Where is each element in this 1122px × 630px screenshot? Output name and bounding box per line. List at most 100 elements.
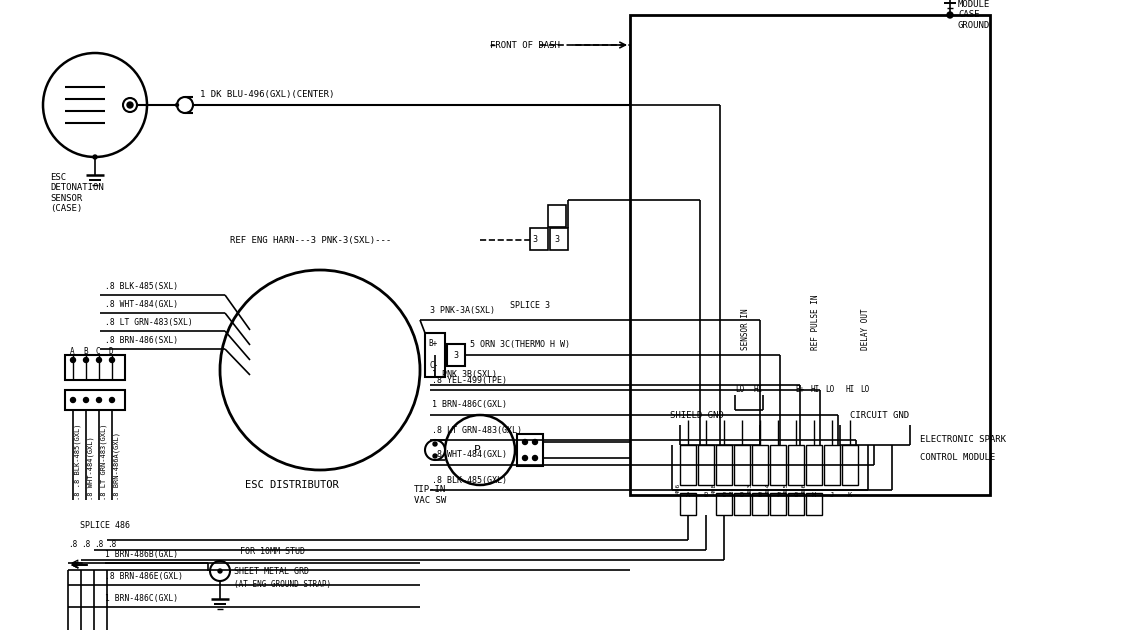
- Circle shape: [533, 440, 537, 445]
- Bar: [734, 493, 749, 515]
- Text: .8 WHT-484(GXL): .8 WHT-484(GXL): [432, 450, 507, 459]
- Bar: [752, 493, 767, 515]
- Text: 5 ORN 3C(THERMO H W): 5 ORN 3C(THERMO H W): [470, 340, 570, 350]
- Circle shape: [110, 398, 114, 403]
- Text: ESC DISTRIBUTOR: ESC DISTRIBUTOR: [245, 480, 339, 490]
- Text: LO: LO: [826, 386, 835, 394]
- Circle shape: [110, 357, 114, 362]
- Text: .8 BRN-486(SXL): .8 BRN-486(SXL): [105, 336, 178, 345]
- Bar: [65, 390, 125, 410]
- Bar: [842, 445, 858, 485]
- Text: .8 WHT-484(GXL): .8 WHT-484(GXL): [105, 301, 178, 309]
- Text: 3: 3: [453, 350, 458, 360]
- Text: 1 PNK 3B(SXL): 1 PNK 3B(SXL): [432, 370, 497, 379]
- Bar: [788, 493, 804, 515]
- Circle shape: [43, 53, 147, 157]
- Text: REF ENG HARN---3 PNK-3(SXL)---: REF ENG HARN---3 PNK-3(SXL)---: [230, 236, 392, 244]
- Bar: [680, 493, 696, 515]
- Bar: [788, 445, 804, 485]
- Text: C-: C-: [430, 362, 439, 370]
- Text: HI: HI: [810, 386, 820, 394]
- Text: SENSOR IN: SENSOR IN: [741, 308, 749, 350]
- Text: 1 DK BLU-496(GXL)(CENTER): 1 DK BLU-496(GXL)(CENTER): [200, 91, 334, 100]
- Bar: [425, 333, 445, 377]
- Text: ESC
DETONATION
SENSOR
(CASE): ESC DETONATION SENSOR (CASE): [50, 173, 103, 213]
- Text: .8 YEL-499(TPE): .8 YEL-499(TPE): [432, 375, 507, 384]
- Text: .8: .8: [107, 540, 117, 549]
- Text: .8: .8: [81, 540, 90, 549]
- Bar: [752, 445, 767, 485]
- Text: SHEET METAL GRD: SHEET METAL GRD: [234, 566, 309, 575]
- Text: .8: .8: [68, 540, 77, 549]
- Circle shape: [523, 440, 527, 445]
- Text: H: H: [812, 492, 816, 498]
- Text: .8 LT GRN-483(GXL): .8 LT GRN-483(GXL): [432, 425, 522, 435]
- Text: SHIELD GND: SHIELD GND: [670, 411, 724, 420]
- Bar: [770, 493, 787, 515]
- Bar: [680, 445, 696, 485]
- Bar: [517, 434, 543, 466]
- Circle shape: [433, 454, 436, 458]
- Text: K: K: [848, 492, 852, 498]
- Text: J: J: [830, 492, 834, 498]
- Text: 3 PNK-3A(SXL): 3 PNK-3A(SXL): [430, 306, 495, 314]
- Text: SPLICE 3: SPLICE 3: [511, 301, 550, 309]
- Text: (AT ENG GROUND STRAP): (AT ENG GROUND STRAP): [234, 580, 331, 590]
- Text: .8 LT GRN-483(SXL): .8 LT GRN-483(SXL): [105, 319, 193, 328]
- Text: B: B: [703, 492, 708, 498]
- Text: B+: B+: [795, 386, 804, 394]
- Text: B+: B+: [427, 340, 438, 348]
- Text: 498: 498: [712, 483, 717, 494]
- Text: E: E: [757, 492, 762, 498]
- Circle shape: [425, 440, 445, 460]
- Bar: [806, 493, 822, 515]
- Circle shape: [96, 398, 101, 403]
- Circle shape: [445, 415, 515, 485]
- Text: FOR 10MM STUD: FOR 10MM STUD: [240, 546, 305, 556]
- Text: .8 LT GRN-483(GXL): .8 LT GRN-483(GXL): [101, 423, 108, 500]
- Text: 3: 3: [730, 490, 735, 494]
- Text: FRONT OF DASH: FRONT OF DASH: [490, 40, 560, 50]
- Text: 1 BRN-486C(GXL): 1 BRN-486C(GXL): [105, 593, 178, 602]
- Text: DELAY OUT: DELAY OUT: [861, 308, 870, 350]
- Text: HI: HI: [845, 386, 855, 394]
- Bar: [530, 228, 548, 250]
- Circle shape: [218, 569, 222, 573]
- Text: HI: HI: [753, 386, 763, 394]
- Bar: [716, 493, 732, 515]
- Circle shape: [947, 12, 953, 18]
- Text: .8 BLK-485(GXL): .8 BLK-485(GXL): [432, 476, 507, 484]
- Text: D: D: [109, 346, 113, 355]
- Bar: [447, 344, 465, 366]
- Circle shape: [93, 155, 96, 159]
- Circle shape: [220, 270, 420, 470]
- Circle shape: [127, 102, 134, 108]
- Text: 485: 485: [784, 483, 789, 494]
- Text: .8: .8: [94, 540, 103, 549]
- Bar: [824, 445, 840, 485]
- Bar: [734, 445, 749, 485]
- Text: 486: 486: [802, 483, 807, 494]
- Text: .8 BRN-486E(GXL): .8 BRN-486E(GXL): [105, 571, 183, 580]
- Text: SPLICE 486: SPLICE 486: [80, 520, 130, 529]
- Circle shape: [177, 97, 193, 113]
- Text: 3: 3: [554, 236, 560, 244]
- Bar: [716, 445, 732, 485]
- Text: C: C: [96, 346, 101, 355]
- Circle shape: [123, 98, 137, 112]
- Bar: [550, 228, 568, 250]
- Text: .8 BRN-486A(GXL): .8 BRN-486A(GXL): [114, 432, 120, 500]
- Text: REF PULSE IN: REF PULSE IN: [811, 294, 820, 350]
- Text: 3: 3: [533, 236, 537, 244]
- Circle shape: [175, 103, 178, 106]
- Circle shape: [83, 357, 89, 362]
- Text: MODULE
CASE
GROUND: MODULE CASE GROUND: [958, 0, 991, 30]
- Bar: [629, 15, 990, 495]
- Circle shape: [71, 357, 75, 362]
- Circle shape: [433, 442, 436, 446]
- Text: LO: LO: [861, 386, 870, 394]
- Circle shape: [210, 561, 230, 581]
- Text: CONTROL MODULE: CONTROL MODULE: [920, 454, 995, 462]
- Text: C: C: [721, 492, 726, 498]
- Text: 1 BRN-486B(GXL): 1 BRN-486B(GXL): [105, 549, 178, 559]
